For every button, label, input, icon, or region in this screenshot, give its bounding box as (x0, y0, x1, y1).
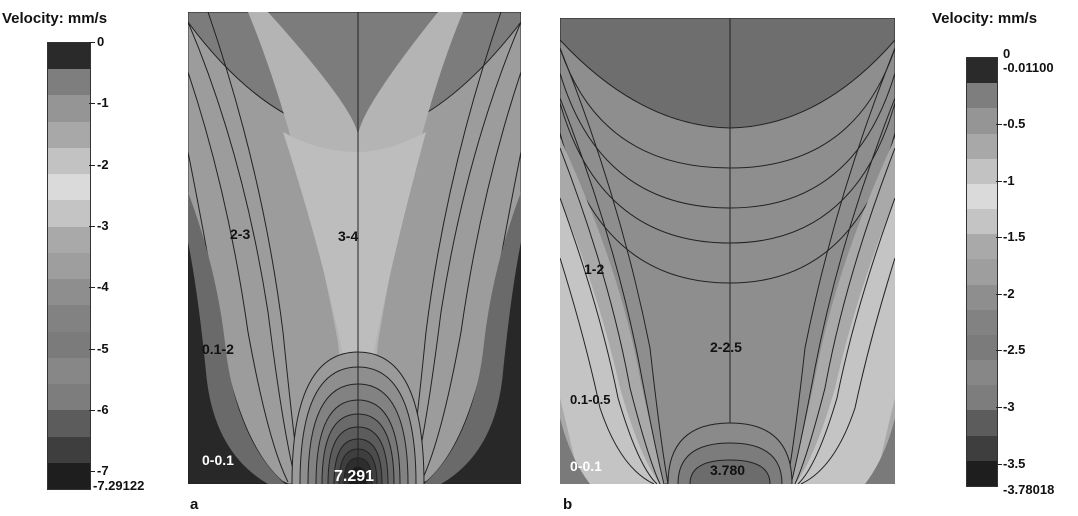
panel-a-label-peak: 7.291 (334, 468, 374, 484)
panel-b-label-1-2: 1-2 (584, 261, 604, 277)
colorbar-band (48, 279, 90, 307)
colorbar-band (967, 234, 997, 261)
colorbar-band (48, 357, 90, 385)
colorbar-band (48, 174, 90, 202)
colorbar-band (967, 284, 997, 311)
colorbar-right-tick-label: -1 (1003, 172, 1015, 188)
colorbar-right-tick-mark (996, 124, 1002, 125)
legend-left-title: Velocity: mm/s (2, 10, 108, 27)
colorbar-right-tick-mark (996, 407, 1002, 408)
contour-panel-a: 2-3 3-4 0.1-2 0-0.1 7.291 (188, 12, 521, 484)
colorbar-band (967, 460, 997, 486)
colorbar-left-tick-mark (89, 103, 95, 105)
colorbar-left (47, 42, 91, 490)
colorbar-left-tick-label: -2 (97, 156, 109, 172)
colorbar-right-min-label: -3.78018 (1003, 482, 1055, 497)
colorbar-left-tick-mark (89, 164, 95, 166)
colorbar-right-tick-label: -2 (1003, 285, 1015, 301)
colorbar-band (48, 147, 90, 176)
panel-a-label-2-3: 2-3 (230, 226, 250, 242)
colorbar-band (967, 334, 997, 361)
colorbar-band (48, 436, 90, 464)
panel-b-label-0.1-0.5: 0.1-0.5 (570, 392, 610, 407)
colorbar-right-tick-mark (996, 237, 1002, 239)
colorbar-right-tick-label: -0.5 (1003, 116, 1026, 131)
colorbar-band (967, 158, 997, 185)
panel-b-label-2-2.5: 2-2.5 (710, 339, 742, 355)
colorbar-band (967, 259, 997, 286)
colorbar-right-tick-label: -2.5 (1003, 342, 1026, 358)
colorbar-left-tick-label: -7 (97, 463, 109, 479)
colorbar-right-tick-label: -3.5 (1003, 455, 1026, 471)
colorbar-right-tick-label: -1.5 (1003, 229, 1026, 245)
colorbar-band (967, 360, 997, 387)
colorbar-band (967, 309, 997, 336)
colorbar-left-tick-label: -6 (97, 401, 109, 417)
colorbar-band (967, 133, 997, 160)
colorbar-left-tick-mark (89, 471, 95, 473)
contour-panel-b: 1-2 2-2.5 0.1-0.5 0-0.1 3.780 (560, 18, 895, 484)
colorbar-band (48, 462, 90, 489)
colorbar-band (967, 58, 997, 85)
colorbar-right-tick-mark (996, 350, 1002, 352)
colorbar-left-tick-mark (89, 348, 95, 350)
colorbar-band (48, 69, 90, 97)
panel-a-label-3-4: 3-4 (338, 228, 358, 244)
colorbar-left-tick-mark (89, 409, 95, 411)
panel-a-label-0.1-2: 0.1-2 (202, 341, 234, 357)
colorbar-right-tick-label: -3 (1003, 399, 1015, 414)
colorbar-band (48, 331, 90, 359)
colorbar-right-top-label: 0 (1003, 46, 1011, 61)
colorbar-band (967, 435, 997, 462)
colorbar-band (48, 252, 90, 280)
colorbar-left-tick-mark (89, 42, 95, 43)
colorbar-left-tick-label: -3 (97, 217, 109, 233)
colorbar-band (48, 95, 90, 123)
colorbar-right (966, 57, 998, 487)
colorbar-band (48, 305, 90, 333)
colorbar-left-tick-label: -5 (97, 340, 109, 356)
colorbar-left-min-label: -7.29122 (93, 478, 145, 493)
colorbar-band (48, 200, 90, 228)
colorbar-right-tick-mark (996, 180, 1002, 182)
colorbar-right-second-label: -0.01100 (1003, 60, 1054, 75)
colorbar-band (967, 83, 997, 110)
colorbar-band (48, 43, 90, 71)
colorbar-band (967, 385, 997, 412)
panel-b-letter: b (563, 496, 573, 513)
panel-a-label-0-0.1: 0-0.1 (202, 452, 234, 468)
legend-right-title: Velocity: mm/s (932, 10, 1038, 27)
colorbar-left-tick-label: -1 (97, 95, 109, 111)
panel-b-label-0-0.1: 0-0.1 (570, 458, 602, 474)
colorbar-band (48, 410, 90, 438)
colorbar-band (967, 209, 997, 236)
colorbar-band (48, 226, 90, 254)
colorbar-left-tick-label: -4 (97, 279, 109, 295)
colorbar-band (967, 410, 997, 437)
panel-b-label-peak: 3.780 (710, 462, 745, 478)
colorbar-left-tick-mark (89, 287, 95, 289)
panel-a-letter: a (190, 496, 199, 513)
colorbar-left-tick-label: 0 (97, 34, 105, 49)
colorbar-left-tick-mark (89, 225, 95, 227)
colorbar-band (48, 384, 90, 412)
colorbar-right-tick-mark (996, 463, 1002, 465)
colorbar-right-tick-mark (996, 293, 1002, 295)
colorbar-band (967, 108, 997, 135)
colorbar-band (967, 183, 997, 210)
colorbar-band (48, 121, 90, 149)
